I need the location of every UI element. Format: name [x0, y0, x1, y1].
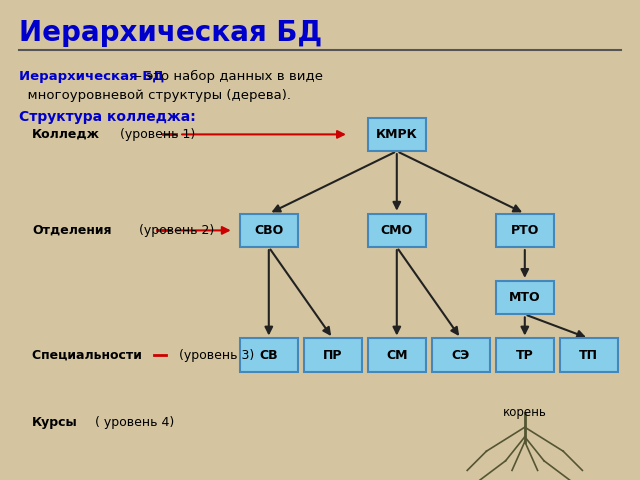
Text: СВ: СВ [259, 348, 278, 362]
Text: КМРК: КМРК [376, 128, 418, 141]
FancyBboxPatch shape [240, 338, 298, 372]
Text: (уровень 3): (уровень 3) [179, 348, 255, 362]
Text: Структура колледжа:: Структура колледжа: [19, 110, 196, 124]
FancyBboxPatch shape [496, 281, 554, 314]
Text: Курсы: Курсы [32, 416, 77, 429]
Text: СМО: СМО [381, 224, 413, 237]
FancyBboxPatch shape [496, 338, 554, 372]
Text: (уровень 2): (уровень 2) [134, 224, 214, 237]
Text: ТР: ТР [516, 348, 534, 362]
Text: Иерархическая БД: Иерархическая БД [19, 70, 164, 83]
FancyBboxPatch shape [496, 214, 554, 247]
Text: РТО: РТО [511, 224, 539, 237]
Text: МТО: МТО [509, 291, 541, 304]
Text: Отделения: Отделения [32, 224, 111, 237]
FancyBboxPatch shape [432, 338, 490, 372]
FancyBboxPatch shape [368, 118, 426, 151]
Text: многоуровневой структуры (дерева).: многоуровневой структуры (дерева). [19, 89, 291, 102]
Text: корень: корень [503, 406, 547, 419]
Text: (уровень 1): (уровень 1) [120, 128, 195, 141]
Text: ( уровень 4): ( уровень 4) [91, 416, 174, 429]
FancyBboxPatch shape [560, 338, 618, 372]
Text: ПР: ПР [323, 348, 342, 362]
FancyBboxPatch shape [368, 214, 426, 247]
Text: СЭ: СЭ [452, 348, 470, 362]
Text: Колледж: Колледж [32, 128, 100, 141]
FancyBboxPatch shape [304, 338, 362, 372]
FancyBboxPatch shape [240, 214, 298, 247]
Text: Иерархическая БД: Иерархическая БД [19, 19, 323, 47]
Text: СМ: СМ [386, 348, 408, 362]
Text: – это набор данных в виде: – это набор данных в виде [131, 70, 323, 83]
Text: Специальности: Специальности [32, 348, 147, 362]
Text: СВО: СВО [254, 224, 284, 237]
FancyBboxPatch shape [368, 338, 426, 372]
Text: ТП: ТП [579, 348, 598, 362]
